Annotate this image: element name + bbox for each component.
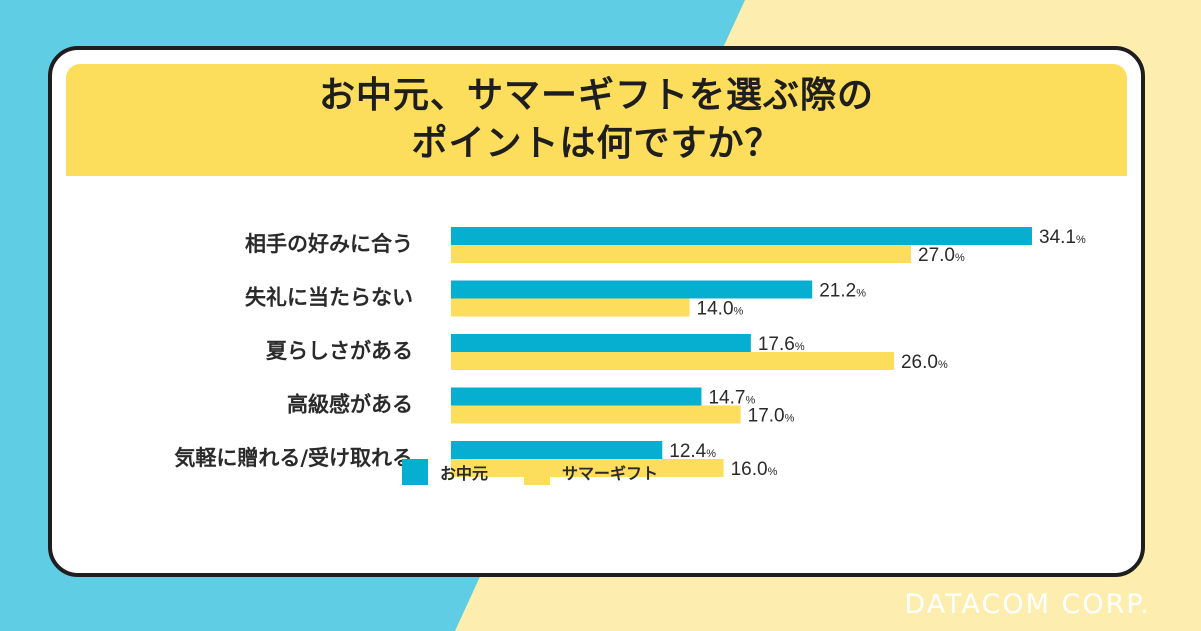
chart-legend: お中元 サマーギフト — [402, 459, 658, 485]
title-band: お中元、サマーギフトを選ぶ際の ポイントは何ですか？ — [66, 64, 1127, 176]
bar-series-1 — [451, 298, 690, 317]
value-label-series-0: 12.4% — [669, 441, 716, 462]
legend-item-series-0: お中元 — [402, 459, 488, 485]
value-label-series-0: 21.2% — [819, 281, 866, 302]
bar-series-1 — [451, 245, 912, 263]
category-label: 失礼に当たらない — [245, 286, 413, 310]
chart-card: お中元、サマーギフトを選ぶ際の ポイントは何ですか？ — [48, 46, 1145, 577]
legend-swatch-series-1 — [524, 459, 551, 485]
value-label-series-1: 16.0% — [731, 459, 778, 480]
value-label-series-1: 14.0% — [697, 299, 744, 320]
value-label-series-0: 17.6% — [758, 334, 805, 355]
value-label-series-0: 14.7% — [708, 388, 755, 409]
bar-series-0 — [451, 227, 1032, 245]
category-label: 気軽に贈れる/受け取れる — [174, 446, 413, 470]
bar-series-0 — [451, 334, 751, 352]
bar-series-0 — [451, 280, 813, 299]
value-label-series-1: 26.0% — [901, 352, 948, 373]
bar-series-0 — [451, 441, 663, 459]
legend-item-series-1: サマーギフト — [524, 459, 658, 485]
value-label-series-0: 34.1% — [1039, 227, 1086, 248]
brand-name: DATACOM CORP. — [904, 589, 1151, 620]
legend-swatch-series-0 — [402, 459, 428, 485]
bar-series-1 — [451, 459, 724, 477]
category-label: 高級感がある — [287, 393, 413, 417]
value-label-series-1: 27.0% — [918, 245, 965, 266]
category-label: 夏らしさがある — [266, 339, 413, 363]
bar-series-0 — [451, 387, 702, 406]
category-label: 相手の好みに合う — [245, 232, 413, 256]
legend-label-series-1: サマーギフト — [562, 464, 659, 483]
chart-title-line-1: お中元、サマーギフトを選ぶ際の — [318, 75, 874, 116]
bar-series-1 — [451, 352, 894, 370]
value-label-series-1: 17.0% — [748, 406, 795, 427]
legend-label-series-0: お中元 — [440, 464, 489, 483]
chart-title-line-2: ポイントは何ですか？ — [411, 123, 782, 164]
bar-series-1 — [451, 405, 741, 424]
